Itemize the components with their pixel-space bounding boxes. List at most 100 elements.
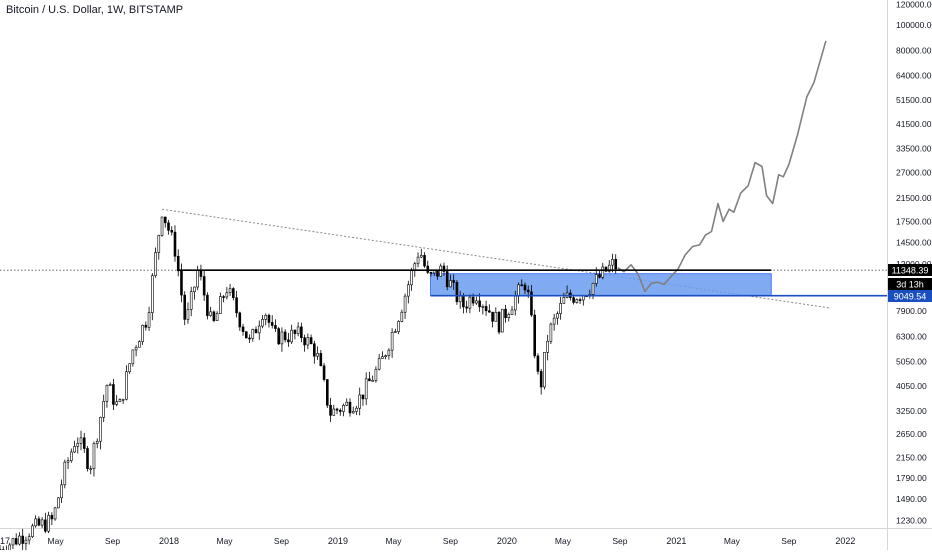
- candle-body: [411, 271, 413, 285]
- candle-body: [355, 408, 357, 411]
- candle-body: [239, 313, 241, 327]
- candle-body: [343, 405, 345, 411]
- x-tick-label: Sep: [781, 536, 796, 546]
- candle-body: [200, 271, 202, 277]
- y-tick-label: 5050.00: [896, 356, 927, 366]
- candle-body: [495, 312, 497, 321]
- candle-body: [35, 519, 37, 526]
- candle-body: [456, 282, 458, 301]
- price-labels: 11348.39 3d 13h 9049.54: [888, 264, 932, 302]
- candle-body: [330, 405, 332, 415]
- x-tick-label: May: [724, 536, 741, 546]
- candle-body: [135, 347, 137, 350]
- candle-body: [274, 325, 276, 328]
- candle-body: [197, 271, 199, 287]
- y-tick-label: 51500.00: [896, 95, 932, 105]
- candle-body: [294, 330, 296, 333]
- candle-body: [168, 223, 170, 231]
- projection-layer: [618, 41, 826, 292]
- support-zone: [431, 274, 772, 296]
- candle-body: [430, 272, 432, 273]
- candle-body: [203, 277, 205, 296]
- candle-body: [420, 255, 422, 257]
- candle-body: [349, 402, 351, 413]
- candle-body: [514, 296, 516, 310]
- candle-body: [462, 296, 464, 307]
- candle-body: [261, 319, 263, 326]
- candle-body: [265, 315, 267, 319]
- x-tick-label: Sep: [105, 536, 120, 546]
- candle-body: [74, 446, 76, 452]
- candle-body: [540, 371, 542, 387]
- chart-title: Bitcoin / U.S. Dollar, 1W, BITSTAMP: [6, 4, 183, 16]
- candle-body: [459, 296, 461, 302]
- y-tick-label: 1490.00: [896, 494, 927, 504]
- y-tick-label: 17500.00: [896, 216, 932, 226]
- candle-body: [362, 395, 364, 399]
- candle-body: [252, 329, 254, 338]
- candle-body: [138, 342, 140, 348]
- candle-body: [300, 327, 302, 338]
- candle-body: [365, 379, 367, 399]
- x-tick-label: 2021: [666, 536, 686, 546]
- candle-body: [106, 385, 108, 401]
- candle-body: [381, 357, 383, 359]
- candle-body: [31, 526, 33, 537]
- candle-body: [424, 255, 426, 266]
- candle-body: [116, 402, 118, 405]
- candle-body: [547, 341, 549, 352]
- candle-body: [563, 298, 565, 304]
- candle-body: [193, 287, 195, 292]
- y-tick-label: 33500.00: [896, 143, 932, 153]
- candle-body: [122, 399, 124, 400]
- y-tick-label: 27000.00: [896, 168, 932, 178]
- candle-body: [187, 309, 189, 319]
- candle-body: [112, 384, 114, 404]
- candle-body: [501, 309, 503, 332]
- candle-body: [281, 332, 283, 344]
- candle-body: [505, 309, 507, 318]
- candle-body: [129, 364, 131, 372]
- candle-body: [482, 306, 484, 307]
- candle-body: [550, 324, 552, 341]
- candle-body: [394, 332, 396, 333]
- candle-body: [83, 438, 85, 449]
- candle-body: [407, 285, 409, 296]
- candle-body: [48, 515, 50, 531]
- countdown-label: 3d 13h: [896, 280, 924, 290]
- candle-body: [99, 417, 101, 441]
- candle-body: [210, 312, 212, 316]
- candle-body: [576, 300, 578, 303]
- candle-body: [326, 380, 328, 406]
- y-tick-label: 1230.00: [896, 515, 927, 525]
- candle-body: [284, 332, 286, 340]
- candle-body: [287, 340, 289, 342]
- candle-body: [142, 325, 144, 341]
- y-tick-label: 3250.00: [896, 406, 927, 416]
- y-tick-label: 80000.00: [896, 45, 932, 55]
- candle-body: [242, 327, 244, 332]
- candle-body: [508, 315, 510, 318]
- candle-body: [378, 358, 380, 369]
- candle-body: [25, 540, 27, 543]
- candle-body: [177, 256, 179, 271]
- candle-body: [320, 353, 322, 365]
- candle-body: [119, 400, 121, 402]
- candle-body: [336, 409, 338, 410]
- candle-body: [472, 297, 474, 303]
- candle-body: [615, 259, 617, 269]
- candle-body: [125, 372, 127, 400]
- x-tick-label: Sep: [274, 536, 289, 546]
- candle-body: [521, 285, 523, 286]
- candle-body: [145, 325, 147, 327]
- candle-body: [109, 384, 111, 385]
- candle-body: [346, 402, 348, 405]
- candle-body: [291, 330, 293, 342]
- candle-body: [171, 230, 173, 232]
- x-tick-label: 2019: [328, 536, 348, 546]
- candle-body: [417, 257, 419, 264]
- candle-body: [479, 301, 481, 307]
- candle-body: [427, 266, 429, 272]
